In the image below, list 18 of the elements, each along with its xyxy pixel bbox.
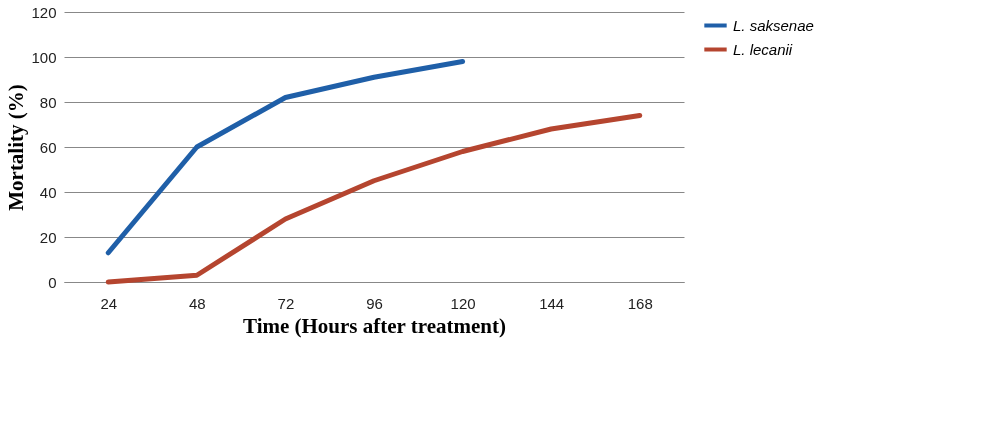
x-tick-label: 144 (539, 294, 565, 312)
y-tick-label: 100 (31, 48, 57, 66)
y-tick-label: 120 (31, 3, 57, 21)
x-tick-label: 48 (189, 294, 206, 312)
legend-label: L. saksenae (733, 16, 814, 34)
x-axis-title: Time (Hours after treatment) (242, 313, 507, 338)
y-axis-title: Mortality (%) (4, 84, 29, 211)
x-tick-label: 24 (100, 294, 118, 312)
y-tick-label: 60 (39, 138, 57, 156)
x-tick-label: 72 (277, 294, 295, 312)
y-tick-label: 0 (48, 273, 57, 291)
y-tick-label: 40 (39, 183, 57, 201)
x-tick-label: 96 (366, 294, 383, 312)
x-tick-label: 120 (450, 294, 476, 312)
y-tick-label: 20 (39, 228, 57, 246)
legend-label: L. lecanii (733, 40, 793, 58)
y-tick-label: 80 (39, 93, 57, 111)
x-tick-label: 168 (627, 294, 653, 312)
